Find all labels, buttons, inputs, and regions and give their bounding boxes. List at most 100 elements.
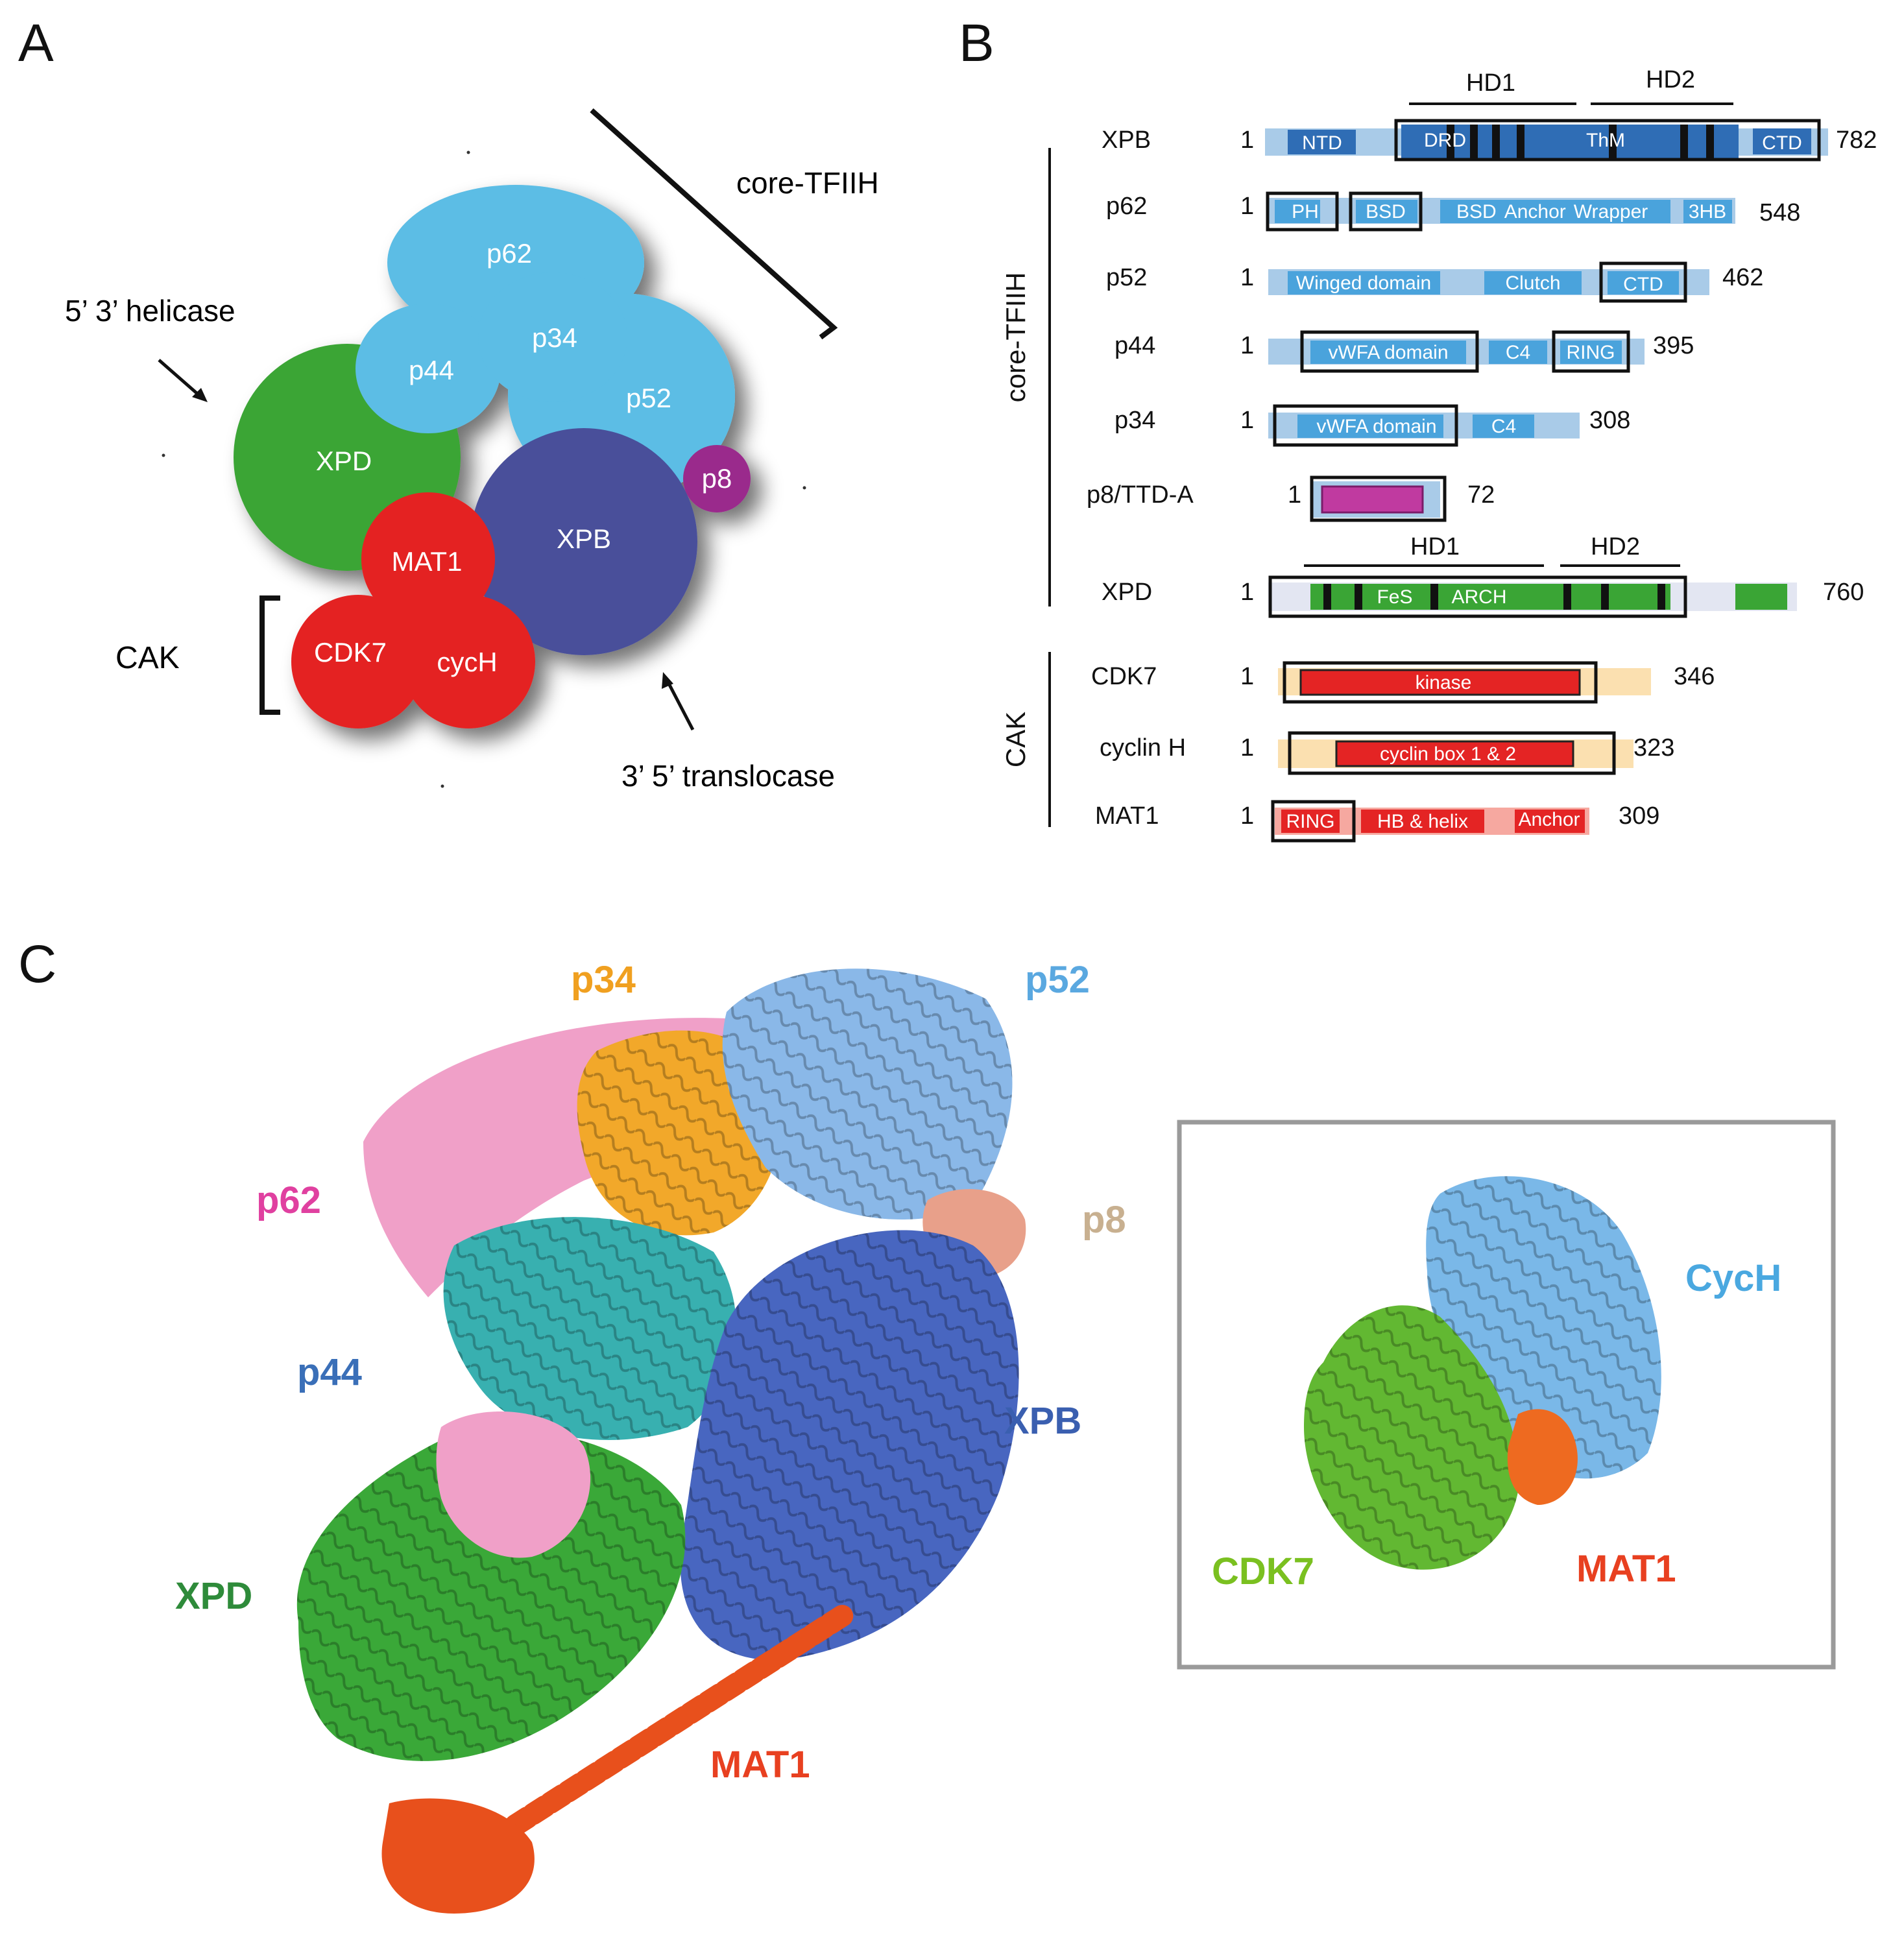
svg-text:C4: C4	[1491, 416, 1516, 437]
core-bracket	[590, 108, 838, 340]
xpb-subunit	[470, 428, 697, 655]
p34-label: p34	[532, 322, 577, 353]
cdk7-name: CDK7	[1091, 663, 1157, 690]
mat1-subunit	[361, 492, 495, 626]
p8-label: p8	[702, 463, 732, 494]
mat1-label: MAT1	[392, 546, 463, 577]
p34-subunit	[478, 272, 627, 402]
helicase-arrowhead	[192, 388, 208, 402]
xpd-structure-label: XPD	[175, 1575, 252, 1617]
core-group-label: core-TFIIH	[1000, 272, 1031, 403]
svg-text:CTD: CTD	[1623, 274, 1663, 295]
panel-c-letter: C	[18, 935, 57, 994]
xpd-end: 760	[1823, 579, 1864, 606]
xpb-label: XPB	[557, 523, 611, 554]
p44-subunit	[355, 304, 501, 433]
xpb-structure-label: XPB	[1004, 1400, 1081, 1442]
xpb-name: XPB	[1102, 126, 1151, 154]
p8-end: 72	[1467, 481, 1495, 509]
cak-inset-frame	[1177, 1120, 1836, 1670]
p44-structure-label: p44	[297, 1351, 362, 1393]
svg-text:kinase: kinase	[1416, 672, 1472, 693]
p52-start: 1	[1240, 264, 1254, 291]
cak-inset-structure	[1304, 1176, 1661, 1570]
panel-b-domain-map: core-TFIIH CAK HD1 HD2 XPB 1 NTD DRD ThM…	[1000, 66, 1877, 843]
svg-text:HB & helix: HB & helix	[1377, 811, 1468, 832]
p62-lower-ribbon	[436, 1411, 591, 1558]
svg-text:3HB: 3HB	[1689, 201, 1726, 222]
svg-text:Anchor: Anchor	[1518, 809, 1580, 830]
svg-text:ThM: ThM	[1586, 130, 1625, 151]
p44-start: 1	[1240, 332, 1254, 359]
cdk7-start: 1	[1240, 663, 1254, 690]
svg-text:C4: C4	[1506, 342, 1530, 363]
hd1-header-xpd: HD1	[1410, 533, 1460, 560]
cych-name: cyclin H	[1100, 734, 1186, 762]
p8-name: p8/TTD-A	[1087, 481, 1194, 509]
svg-text:cyclin box 1 & 2: cyclin box 1 & 2	[1380, 743, 1516, 765]
panel-a-diagram: core-TFIIH 5’ 3’ helicase 3’ 5’ transloc…	[65, 108, 879, 793]
mat1-inset-ribbon	[1507, 1409, 1578, 1505]
p52-name: p52	[1106, 264, 1147, 291]
svg-text:Winged domain: Winged domain	[1296, 272, 1431, 294]
xpb-start: 1	[1240, 126, 1254, 154]
panel-c-structure: p34 p52 p62 p8 p44 XPB XPD MAT1 CycH CDK…	[175, 959, 1836, 1914]
svg-text:DRD: DRD	[1424, 130, 1466, 151]
mat1-ribbon	[381, 1798, 535, 1914]
xpb-end: 782	[1836, 126, 1877, 154]
mat1-name: MAT1	[1095, 802, 1159, 830]
p34-structure-label: p34	[571, 959, 636, 1001]
mat1-start: 1	[1240, 802, 1254, 830]
p34-name: p34	[1115, 407, 1155, 434]
mat1-inset-label: MAT1	[1576, 1548, 1676, 1590]
cych-subunit	[402, 595, 535, 728]
p62-start: 1	[1240, 193, 1254, 220]
panel-a-letter: A	[18, 14, 54, 73]
p8-structure-label: p8	[1082, 1199, 1126, 1241]
xpd-label: XPD	[316, 446, 372, 476]
svg-text:Clutch: Clutch	[1505, 272, 1560, 294]
svg-text:FeS: FeS	[1377, 586, 1412, 608]
p62-label: p62	[487, 238, 532, 269]
p62-structure-label: p62	[256, 1179, 321, 1221]
svg-text:RING: RING	[1286, 811, 1335, 832]
translocase-arrowhead	[662, 672, 673, 689]
p44-name: p44	[1115, 332, 1155, 359]
cdk7-label: CDK7	[314, 637, 387, 667]
cdk7-inset-label: CDK7	[1212, 1550, 1314, 1592]
mat1-structure-label: MAT1	[710, 1744, 810, 1786]
cdk7-subunit	[291, 595, 425, 728]
p52-structure-label: p52	[1025, 959, 1090, 1001]
mat1-end: 309	[1619, 802, 1659, 830]
translocase-arrow	[666, 681, 695, 731]
helicase-label: 5’ 3’ helicase	[65, 294, 235, 328]
cak-group-label: CAK	[1000, 712, 1031, 767]
p62-end: 548	[1759, 199, 1800, 226]
cdk7-end: 346	[1674, 663, 1715, 690]
svg-text:vWFA domain: vWFA domain	[1328, 342, 1448, 363]
p52-end: 462	[1722, 264, 1763, 291]
svg-text:NTD: NTD	[1302, 132, 1342, 154]
svg-text:vWFA domain: vWFA domain	[1316, 416, 1436, 437]
svg-text:ARCH: ARCH	[1451, 586, 1506, 608]
hd1-header-xpb: HD1	[1466, 69, 1515, 97]
p8-subunit	[683, 445, 751, 512]
cych-inset-label: CycH	[1685, 1257, 1781, 1299]
cych-start: 1	[1240, 734, 1254, 762]
svg-text:BSD: BSD	[1366, 201, 1406, 222]
helicase-arrow	[158, 359, 202, 398]
panel-b-letter: B	[959, 14, 994, 73]
p52-label: p52	[626, 383, 671, 413]
p8-start: 1	[1288, 481, 1301, 509]
p44-end: 395	[1653, 332, 1694, 359]
core-tfiih-label: core-TFIIH	[736, 166, 879, 200]
p34-end: 308	[1589, 407, 1630, 434]
cak-label: CAK	[115, 641, 180, 675]
xpd-start: 1	[1240, 579, 1254, 606]
svg-text:RING: RING	[1567, 342, 1615, 363]
p62-name: p62	[1106, 193, 1147, 220]
p44-label: p44	[409, 355, 454, 385]
cych-label: cycH	[437, 647, 497, 677]
hd2-header-xpd: HD2	[1591, 533, 1640, 560]
